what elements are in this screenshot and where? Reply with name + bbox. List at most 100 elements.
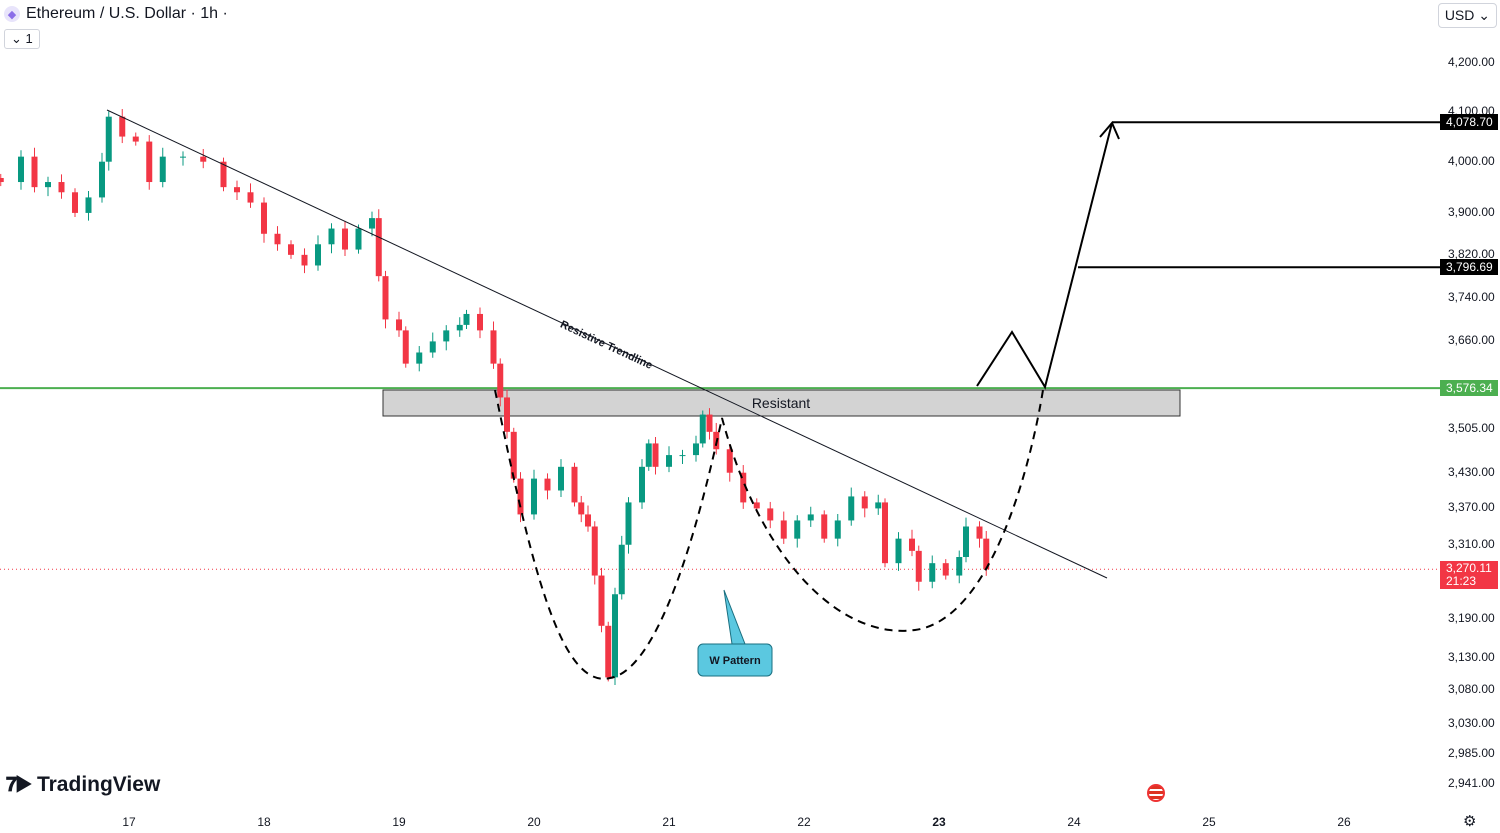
candle-body [200, 156, 207, 162]
candle-body [220, 161, 227, 188]
ethereum-icon: ◆ [4, 6, 20, 22]
candle [909, 529, 915, 557]
candle-body [983, 538, 990, 570]
candle-body [915, 550, 922, 582]
indicators-toggle[interactable]: ⌄ 1 [4, 29, 40, 49]
candle [369, 211, 375, 237]
candle [706, 408, 713, 440]
x-axis-label: 25 [1202, 815, 1216, 829]
candle [558, 459, 564, 497]
candle [699, 410, 706, 448]
candle-body [497, 363, 504, 398]
candle-body [558, 466, 564, 491]
candle [578, 495, 585, 523]
x-axis-label: 20 [527, 815, 541, 829]
candle [652, 436, 659, 475]
candle [429, 332, 436, 358]
candle-body [132, 136, 139, 142]
candle [875, 494, 882, 515]
candle-body [666, 455, 672, 467]
candle [605, 621, 612, 682]
candle-body [780, 520, 787, 539]
currency-select[interactable]: USD ⌄ [1437, 3, 1497, 28]
candle-body [31, 156, 38, 188]
y-axis-label: 3,310.00 [1448, 536, 1495, 551]
candle [443, 325, 450, 351]
candle [72, 188, 78, 217]
candle [146, 135, 153, 190]
candle [463, 309, 470, 329]
candle [645, 439, 652, 471]
tradingview-logo[interactable]: 𝟕▶ TradingView [6, 773, 161, 796]
candle-body [247, 192, 254, 203]
candle [510, 427, 517, 483]
candle-body [301, 254, 308, 266]
candle-body [861, 496, 868, 509]
us-flag-icon[interactable] [1147, 784, 1165, 802]
candle [247, 183, 254, 208]
candle-body [396, 319, 402, 331]
candle [963, 517, 969, 563]
x-axis-label: 18 [257, 815, 271, 829]
y-axis-label: 2,941.00 [1448, 775, 1495, 790]
candle-body [753, 502, 760, 509]
candle-body [288, 244, 294, 255]
candle [119, 109, 126, 144]
x-axis-label: 24 [1067, 815, 1081, 829]
candle [402, 326, 409, 368]
candle-body [429, 341, 436, 353]
candle-body [895, 538, 902, 564]
settings-gear-icon[interactable]: ⚙ [1463, 813, 1477, 830]
current-price-tag: 3,270.11 21:23 [1440, 561, 1498, 590]
candle [234, 180, 240, 200]
candle-body [612, 594, 618, 678]
candle-body [531, 478, 537, 515]
candle-body [821, 514, 828, 539]
y-axis-label: 3,030.00 [1448, 715, 1495, 730]
candle-body [99, 161, 105, 198]
candle-body [328, 228, 335, 245]
candle-body [544, 478, 551, 491]
candle [848, 487, 855, 526]
candle [416, 346, 423, 372]
candle-body [105, 116, 112, 162]
candle-body [375, 218, 382, 277]
candle-body [699, 414, 706, 444]
candle-body [504, 397, 510, 432]
candle [794, 515, 801, 548]
target-price-tag: 3,796.69 [1440, 259, 1498, 276]
candle-body [976, 526, 983, 539]
candle [929, 555, 936, 589]
candle [942, 559, 949, 580]
candle-body [807, 514, 814, 521]
candle-body [740, 472, 747, 503]
candle [328, 223, 335, 254]
forecast-path [976, 122, 1113, 390]
candle-body [315, 244, 321, 266]
tv-logo-icon: 𝟕▶ [6, 773, 33, 796]
candle-body [679, 455, 686, 457]
candle-body [963, 526, 969, 558]
x-axis-label: 26 [1337, 815, 1351, 829]
candle [625, 497, 632, 554]
candle [571, 462, 578, 507]
y-axis-label: 4,000.00 [1448, 153, 1495, 168]
candle [956, 550, 963, 584]
candle-body [510, 431, 517, 479]
y-axis-label: 4,100.00 [1448, 103, 1495, 118]
candle [105, 111, 112, 171]
candle [355, 224, 362, 254]
candle [159, 147, 166, 188]
candle [288, 240, 294, 259]
candle [18, 150, 24, 190]
candle [780, 511, 787, 544]
y-axis-label: 3,080.00 [1448, 682, 1495, 697]
x-axis-label: 17 [122, 815, 136, 829]
candle [882, 498, 888, 568]
candle [976, 521, 983, 548]
resistant-zone-label: Resistant [752, 395, 810, 411]
candle-body [571, 466, 578, 503]
y-axis-label: 3,576.34 [1440, 380, 1498, 397]
symbol-header[interactable]: ◆ Ethereum / U.S. Dollar · 1h · [4, 5, 228, 23]
